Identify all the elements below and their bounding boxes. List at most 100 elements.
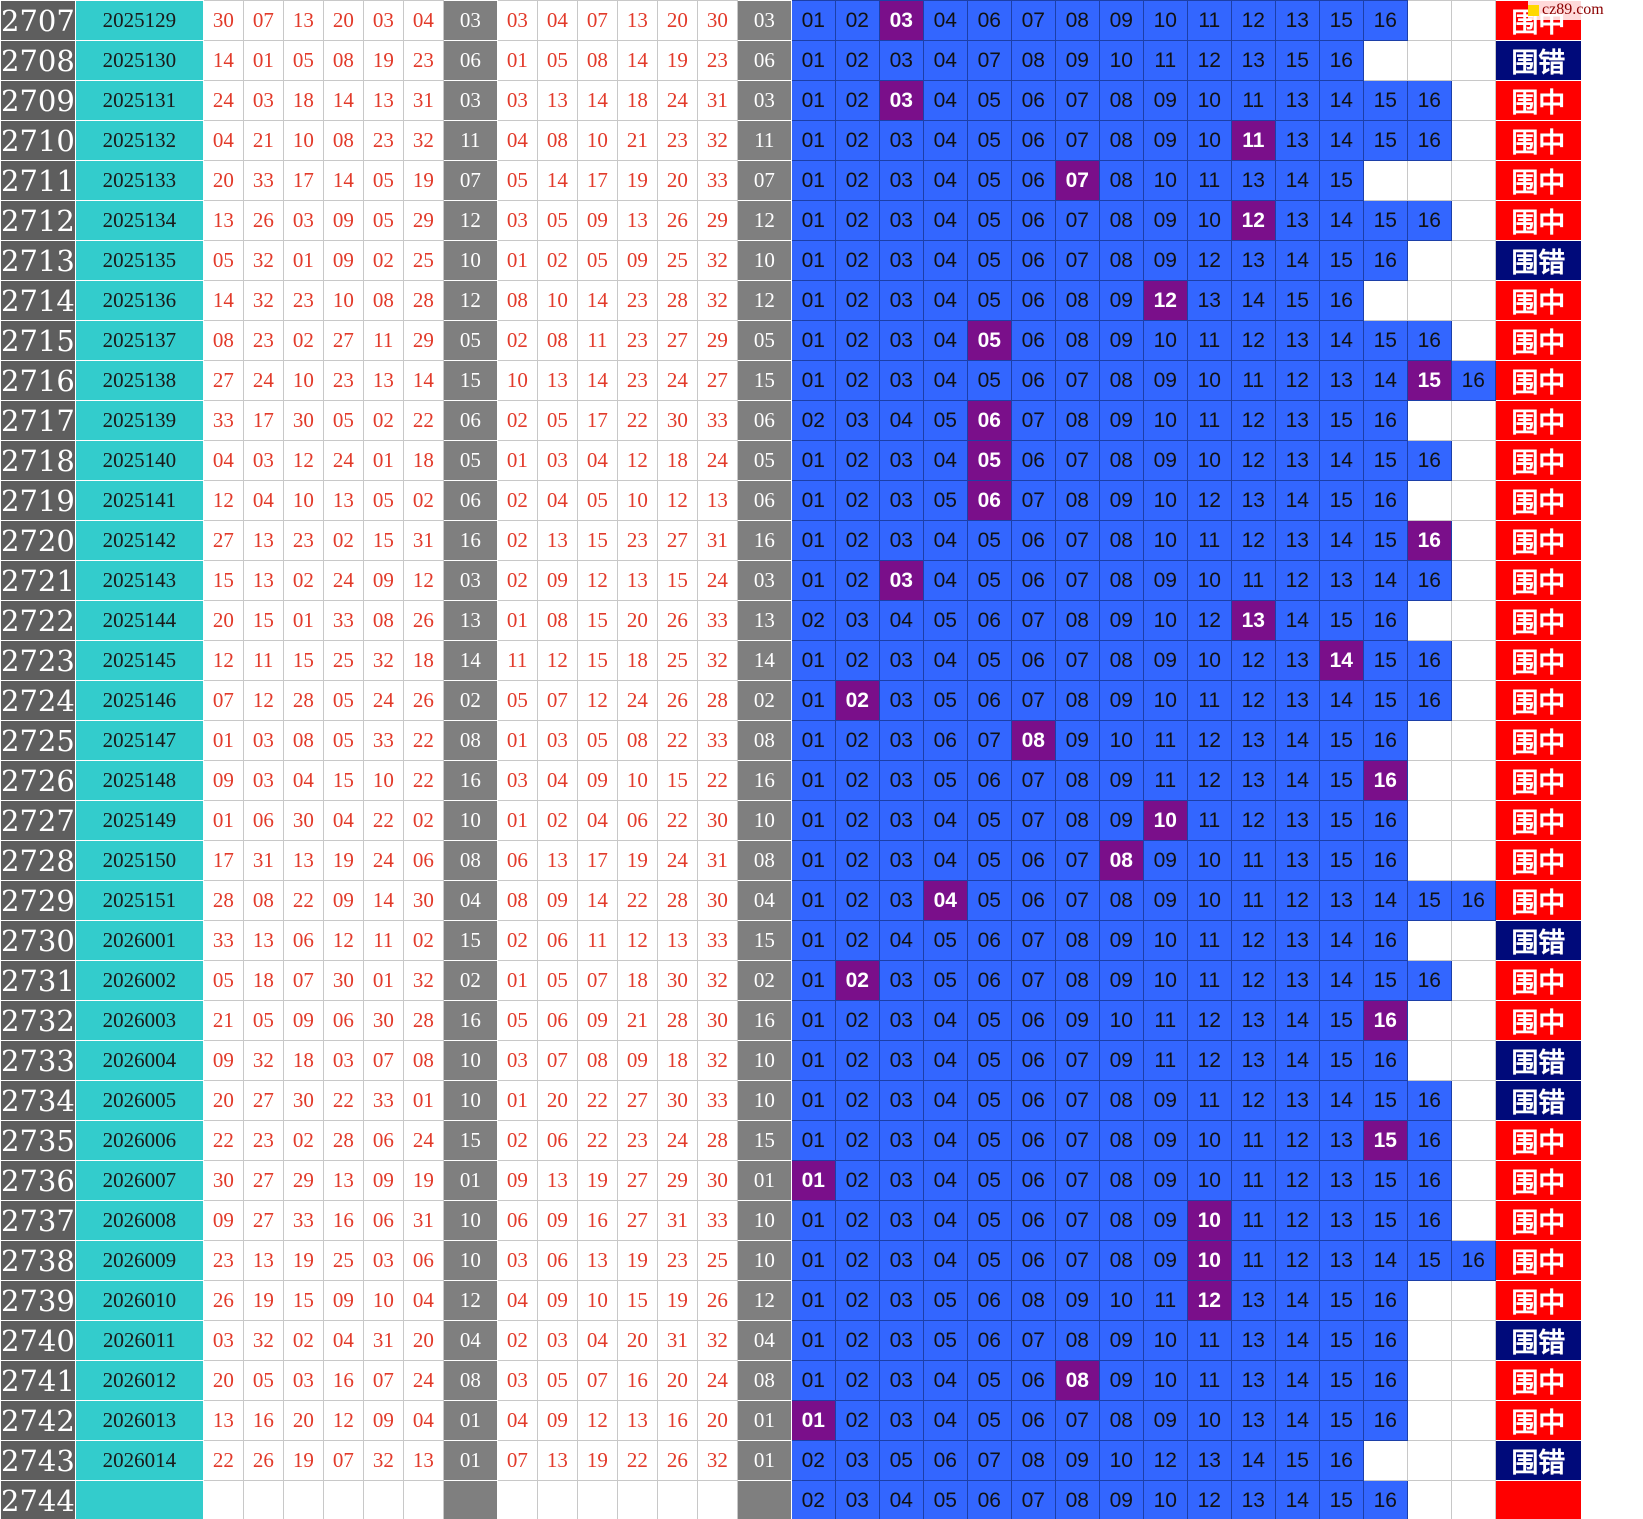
special-number-repeat: 13 [736,600,792,641]
sorted-number: 30 [696,0,738,41]
special-number: 08 [442,720,498,761]
sorted-number: 02 [496,400,538,441]
table-row: 2729 2025151 28 08 22 09 14 30 04 08 09 14 22 28 30 04 0… [0,880,1582,921]
candidate-number: 05 [922,480,968,521]
candidate-number: 02 [834,760,880,801]
candidate-number: 10 [1098,1280,1144,1321]
drawn-number: 03 [362,1240,404,1281]
sorted-number: 32 [696,640,738,681]
candidate-number: 11 [1230,1160,1276,1201]
candidate-number: 10 [1186,640,1232,681]
sorted-number: 29 [696,200,738,241]
candidate-number: 12 [1274,1200,1320,1241]
row-number: 2735 [0,1120,76,1161]
empty-cell [1450,1320,1496,1361]
issue-number: 2026014 [74,1440,204,1481]
candidate-number: 04 [922,560,968,601]
drawn-number: 23 [242,320,284,361]
candidate-number: 02 [834,920,880,961]
sorted-number: 20 [616,600,658,641]
issue-number: 2025138 [74,360,204,401]
sorted-number: 06 [536,1240,578,1281]
empty-cell [1362,280,1408,321]
drawn-number: 15 [282,640,324,681]
drawn-number: 33 [322,600,364,641]
candidate-number: 05 [966,1400,1012,1441]
row-number: 2737 [0,1200,76,1241]
sorted-number [576,1480,618,1519]
status-badge-hit: 围中 [1494,360,1582,401]
issue-number: 2025139 [74,400,204,441]
table-row: 2726 2025148 09 03 04 15 10 22 16 03 04 09 10 15 22 16 0… [0,760,1582,801]
sorted-number: 16 [576,1200,618,1241]
sorted-number: 05 [536,400,578,441]
drawn-number: 16 [242,1400,284,1441]
candidate-number: 03 [878,120,924,161]
candidate-number: 14 [1318,120,1364,161]
candidate-number: 07 [1054,1160,1100,1201]
candidate-number: 12 [1274,1240,1320,1281]
candidate-number: 04 [922,1200,968,1241]
candidate-number: 03 [878,1000,924,1041]
special-number-repeat: 15 [736,920,792,961]
empty-cell [1406,0,1452,41]
sorted-number [656,1480,698,1519]
sorted-number: 08 [536,600,578,641]
candidate-number: 05 [922,680,968,721]
candidate-number: 12 [1142,1440,1188,1481]
drawn-number: 03 [242,80,284,121]
sorted-number: 32 [696,1440,738,1481]
drawn-number: 32 [242,1040,284,1081]
sorted-number: 08 [576,1040,618,1081]
special-number-repeat: 10 [736,1200,792,1241]
table-row: 2707 2025129 30 07 13 20 03 04 03 03 04 07 13 20 30 03 0… [0,0,1582,41]
candidate-number: 08 [1054,680,1100,721]
candidate-number: 10 [1142,1320,1188,1361]
candidate-number: 04 [922,320,968,361]
candidate-number: 11 [1186,520,1232,561]
candidate-number: 12 [1186,240,1232,281]
candidate-number: 15 [1362,320,1408,361]
drawn-number: 13 [242,560,284,601]
issue-number: 2026001 [74,920,204,961]
candidate-number: 08 [1098,160,1144,201]
candidate-number: 05 [966,1040,1012,1081]
candidate-number: 06 [966,680,1012,721]
empty-cell [1406,160,1452,201]
sorted-number: 19 [656,40,698,81]
candidate-number: 07 [1054,200,1100,241]
issue-number: 2025149 [74,800,204,841]
special-number: 08 [442,1360,498,1401]
candidate-number: 10 [1142,960,1188,1001]
empty-cell [1450,560,1496,601]
candidate-number: 01 [790,1200,836,1241]
candidate-number: 02 [790,400,836,441]
status-badge-miss: 围错 [1494,1320,1582,1361]
sorted-number: 16 [616,1360,658,1401]
status-badge-hit: 围中 [1494,640,1582,681]
issue-number: 2025137 [74,320,204,361]
candidate-number: 13 [1274,640,1320,681]
drawn-number: 13 [322,480,364,521]
candidate-number: 05 [966,1360,1012,1401]
candidate-number: 01 [790,960,836,1001]
candidate-number: 08 [1098,640,1144,681]
candidate-number: 04 [922,240,968,281]
sorted-number: 26 [656,600,698,641]
candidate-number: 13 [1274,680,1320,721]
matched-number: 12 [1142,280,1188,321]
sorted-number: 26 [656,1440,698,1481]
sorted-number: 13 [536,840,578,881]
drawn-number: 05 [202,960,244,1001]
candidate-number: 07 [1054,1200,1100,1241]
candidate-number: 15 [1318,800,1364,841]
empty-cell [1406,1280,1452,1321]
candidate-number: 03 [878,480,924,521]
candidate-number: 15 [1318,760,1364,801]
candidate-number: 09 [1054,720,1100,761]
special-number-repeat: 06 [736,40,792,81]
candidate-number: 08 [1010,40,1056,81]
matched-number: 15 [1362,1120,1408,1161]
candidate-number: 12 [1230,440,1276,481]
sorted-number: 10 [616,480,658,521]
